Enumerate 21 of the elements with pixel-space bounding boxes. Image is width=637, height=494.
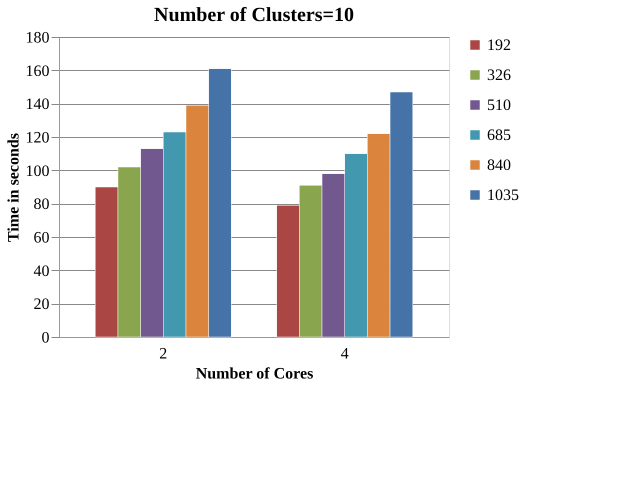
- y-tick-label: 80: [34, 196, 50, 214]
- legend-label: 685: [487, 127, 511, 144]
- y-tick-label: 120: [26, 130, 50, 146]
- legend-label: 326: [487, 67, 511, 84]
- y-tick-label: 20: [34, 296, 50, 314]
- y-tick-label: 0: [42, 330, 50, 346]
- x-tick-label: 4: [340, 346, 349, 362]
- y-axis-title: Time in seconds: [6, 132, 22, 242]
- x-axis-title: Number of Cores: [196, 366, 314, 382]
- legend-label: 510: [487, 97, 511, 114]
- y-tick-label: 160: [26, 62, 50, 80]
- y-tick-label: 60: [34, 230, 50, 246]
- y-tick-label: 140: [26, 96, 50, 114]
- y-tick-label: 40: [34, 262, 50, 280]
- y-tick-label: 180: [26, 30, 50, 46]
- y-tick-label: 100: [26, 162, 50, 180]
- legend-label: 192: [487, 37, 511, 54]
- x-tick-label: 2: [159, 346, 168, 362]
- chart-title: Number of Clusters=10: [154, 4, 354, 26]
- legend-label: 840: [487, 157, 511, 174]
- legend-label: 1035: [487, 187, 519, 204]
